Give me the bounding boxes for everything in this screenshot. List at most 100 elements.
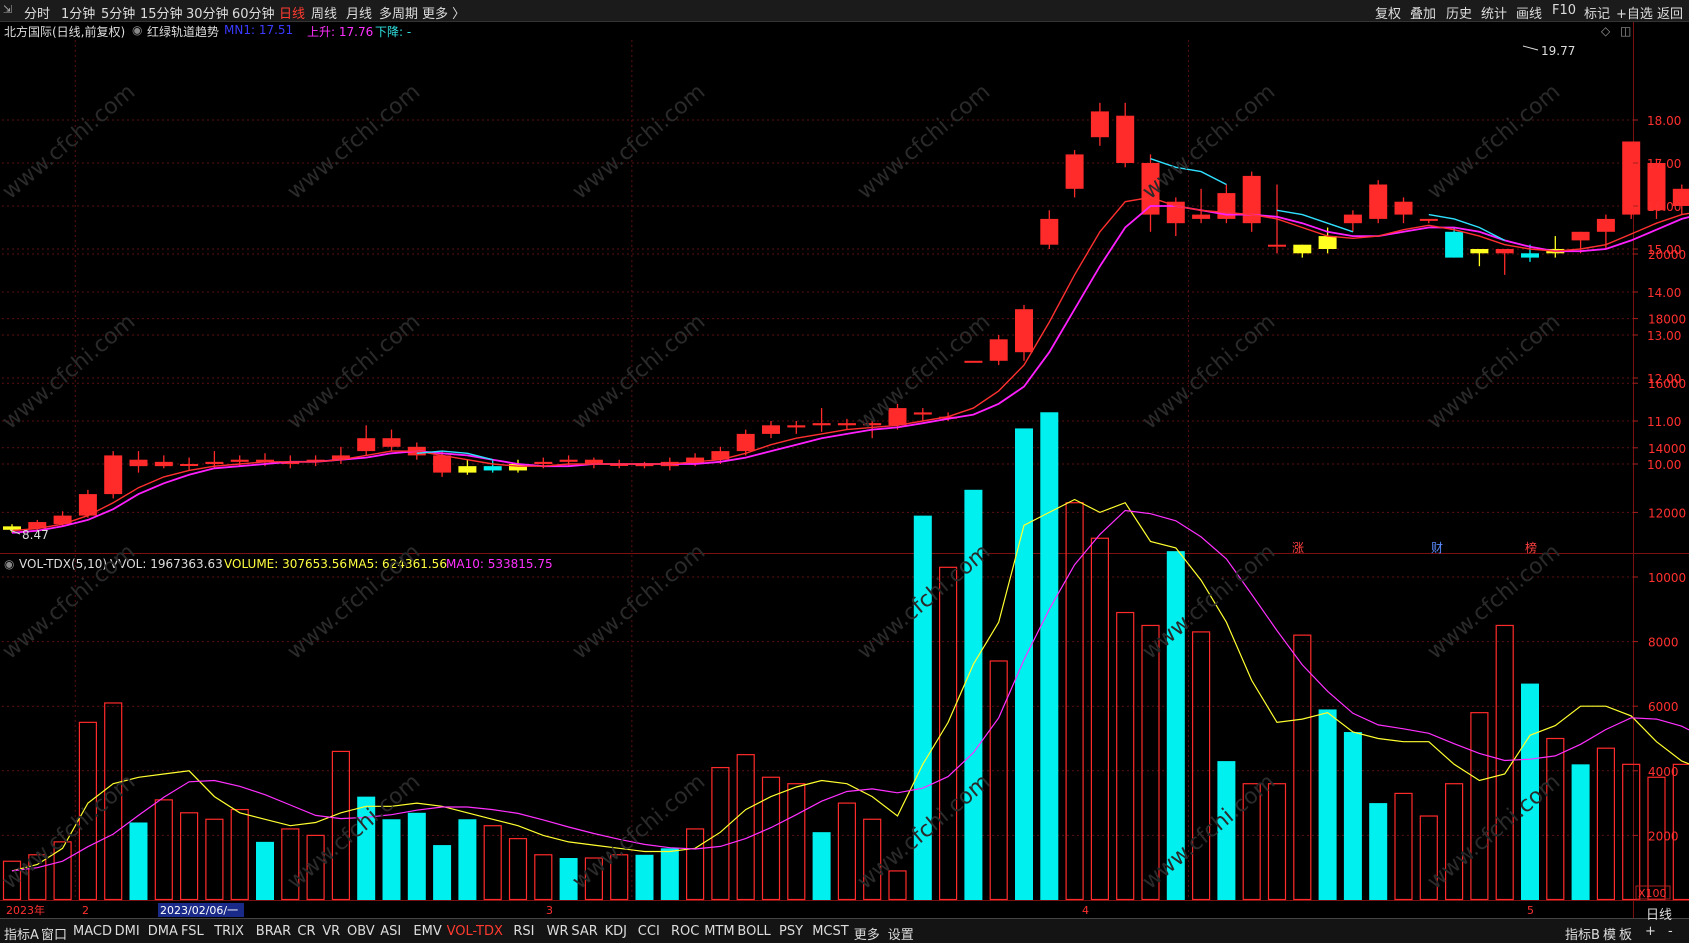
indicator-a-button[interactable]: 指标A (4, 928, 39, 943)
indicator-tab-cci[interactable]: CCI (637, 924, 660, 939)
indicator-tab-asi[interactable]: ASI (380, 924, 402, 939)
add-watchlist-button[interactable]: +自选 (1616, 7, 1653, 22)
window-button[interactable]: 窗口 (41, 928, 68, 943)
low-price-label: 8.47 (22, 528, 49, 542)
fuquan-button[interactable]: 复权 (1375, 7, 1402, 22)
indicator-tab-mtm[interactable]: MTM (704, 924, 735, 939)
indicator-tab-rsi[interactable]: RSI (513, 924, 535, 939)
candle-body (458, 466, 477, 473)
candle-body (1419, 218, 1438, 221)
volume-bar (1546, 737, 1565, 901)
overlay-button[interactable]: 叠加 (1410, 7, 1437, 22)
candle-body (1521, 253, 1539, 258)
candle-body (180, 464, 199, 466)
candle-body (1166, 201, 1185, 224)
tab-more[interactable]: 更多 〉 (422, 7, 466, 22)
volume-bar (1318, 709, 1337, 900)
tab-1min[interactable]: 1分钟 (61, 7, 96, 22)
indicator-tab-fsl[interactable]: FSL (181, 924, 204, 939)
volume-tick-label: 10000 (1648, 571, 1686, 585)
watermark-text: www.cfchi.com (0, 309, 140, 434)
indicator-tab-trix[interactable]: TRIX (214, 924, 244, 939)
f10-button[interactable]: F10 (1552, 3, 1577, 18)
candle-body (1192, 214, 1211, 219)
volume-bar (306, 834, 325, 901)
indicator-tab-brar[interactable]: BRAR (255, 924, 292, 939)
indicator-tab-mcst[interactable]: MCST (812, 924, 849, 939)
candle-body (53, 515, 72, 525)
back-button[interactable]: 返回 (1657, 7, 1684, 22)
indicator-tab-obv[interactable]: OBV (347, 924, 375, 939)
board-button[interactable]: 板 (1619, 928, 1633, 943)
candle-body (559, 459, 578, 462)
indicator-tab-psy[interactable]: PSY (779, 924, 804, 939)
zoom-in-button[interactable]: + (1645, 924, 1656, 939)
candle-body (1343, 214, 1362, 224)
candle-body (888, 408, 907, 426)
ma5-value: MA5: 624361.56 (348, 557, 447, 571)
indicator-tab-macd[interactable]: MACD (73, 924, 112, 939)
tab-30min[interactable]: 30分钟 (186, 7, 229, 22)
x-axis-label: 4 (1082, 904, 1089, 917)
watermark-text: www.cfchi.com (1423, 769, 1565, 894)
indicator-tab-dma[interactable]: DMA (147, 924, 178, 939)
watermark-text: www.cfchi.com (0, 769, 140, 894)
volume-ma5-line (11, 498, 1689, 872)
volume-toggle-icon[interactable]: ◉ (4, 557, 15, 571)
tab-fenshi[interactable]: 分时 (24, 7, 51, 22)
tab-daily[interactable]: 日线 (279, 7, 306, 22)
price-tick-label: 10.00 (1647, 458, 1681, 472)
ma-red-line (11, 196, 1689, 532)
candle-body (331, 455, 350, 460)
indicator-tab-vr[interactable]: VR (322, 924, 341, 939)
indicator-tab-cr[interactable]: CR (297, 924, 316, 939)
x-axis-label: 2 (82, 904, 89, 917)
stats-button[interactable]: 统计 (1481, 7, 1508, 22)
volume-bar (154, 799, 173, 901)
history-button[interactable]: 历史 (1446, 7, 1473, 22)
price-tick-label: 12.00 (1647, 372, 1681, 386)
price-tick-label: 17.00 (1647, 157, 1681, 171)
volume-bar (1444, 783, 1464, 901)
indicator-tab-roc[interactable]: ROC (671, 924, 700, 939)
tab-monthly[interactable]: 月线 (346, 7, 373, 22)
volume-bar (1419, 815, 1438, 901)
indicator-tab-wr[interactable]: WR (546, 924, 569, 939)
zoom-out-button[interactable]: - (1668, 924, 1673, 939)
indicator-tab-[interactable]: 更多 (853, 928, 880, 943)
window-toggle-icon[interactable]: ◫ (1620, 24, 1632, 38)
volume-bar (1090, 537, 1110, 901)
watermark-text: www.cfchi.com (283, 539, 425, 664)
volume-indicator-name[interactable]: VOL-TDX(5,10) (19, 557, 108, 571)
volume-bar (1343, 732, 1362, 900)
indicator-tab-emv[interactable]: EMV (413, 924, 442, 939)
volume-bar (382, 819, 401, 900)
tab-weekly[interactable]: 周线 (311, 7, 338, 22)
indicator-toggle-icon[interactable]: ◉ (132, 23, 143, 37)
tab-60min[interactable]: 60分钟 (232, 7, 275, 22)
tab-multi-period[interactable]: 多周期 (379, 7, 419, 22)
tab-5min[interactable]: 5分钟 (101, 7, 136, 22)
indicator-tab-boll[interactable]: BOLL (737, 924, 771, 939)
grip-icon[interactable]: ⇲ (3, 3, 13, 16)
indicator-name[interactable]: 红绿轨道趋势 (147, 25, 220, 39)
tab-15min[interactable]: 15分钟 (140, 7, 183, 22)
indicator-tab-kdj[interactable]: KDJ (604, 924, 627, 939)
template-button[interactable]: 模 (1603, 928, 1617, 943)
draw-line-button[interactable]: 画线 (1516, 7, 1543, 22)
volume-bar (1521, 683, 1539, 900)
volume-tick-label: 14000 (1648, 442, 1686, 456)
indicator-tab-dmi[interactable]: DMI (114, 924, 140, 939)
candle-body (1090, 111, 1109, 138)
indicator-tab-[interactable]: 设置 (887, 928, 914, 943)
period-label[interactable]: 日线 (1646, 908, 1673, 923)
candle-body (1141, 163, 1160, 215)
mark-button[interactable]: 标记 (1584, 7, 1611, 22)
diamond-icon[interactable]: ◇ (1601, 24, 1611, 38)
indicator-tab-sar[interactable]: SAR (571, 924, 598, 939)
indicator-b-button[interactable]: 指标B (1565, 928, 1600, 943)
indicator-tab-voltdx[interactable]: VOL-TDX (446, 924, 503, 939)
candle-body (256, 459, 274, 462)
candle-body (1293, 244, 1312, 254)
